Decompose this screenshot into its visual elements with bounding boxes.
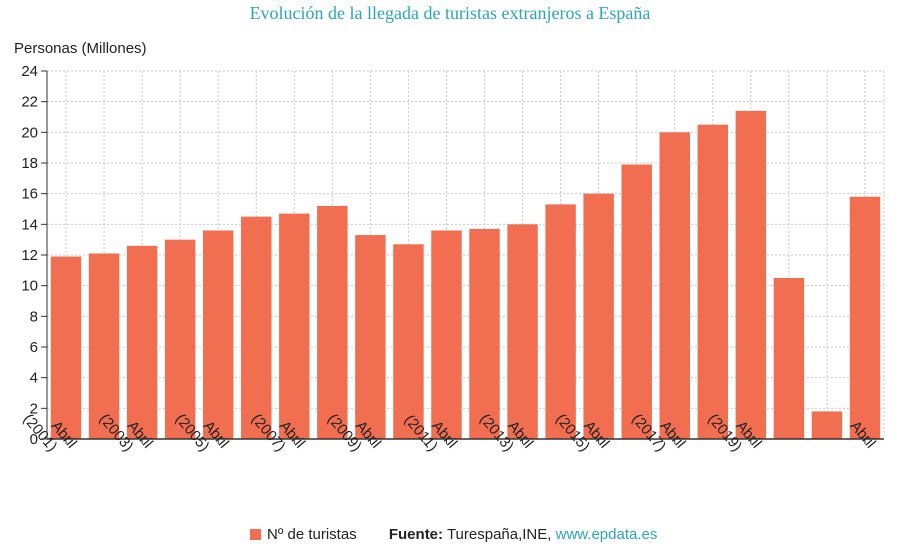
y-tick-label: 16 bbox=[21, 186, 38, 203]
bar[interactable] bbox=[697, 124, 729, 440]
y-tick-label: 22 bbox=[21, 94, 38, 111]
source-link[interactable]: www.epdata.es bbox=[555, 526, 658, 543]
bar[interactable] bbox=[393, 244, 424, 439]
bar[interactable] bbox=[849, 196, 881, 439]
chart-title: Evolución de la llegada de turistas extr… bbox=[249, 3, 651, 23]
bar[interactable] bbox=[88, 253, 120, 439]
bar[interactable] bbox=[621, 164, 652, 440]
source-text: Turespaña,INE, bbox=[446, 526, 552, 543]
bar[interactable] bbox=[241, 216, 272, 439]
bar[interactable] bbox=[659, 132, 690, 440]
y-tick-label: 12 bbox=[21, 247, 38, 264]
x-tick-label: Abril(2003) bbox=[96, 411, 156, 455]
source-label: Fuente: bbox=[388, 526, 444, 543]
bar[interactable] bbox=[773, 278, 805, 439]
bar[interactable] bbox=[469, 228, 500, 439]
legend-series-label: Nº de turistas bbox=[267, 526, 357, 543]
y-tick-label: 14 bbox=[21, 216, 38, 233]
bar[interactable] bbox=[355, 235, 386, 439]
y-tick-label: 24 bbox=[21, 63, 38, 80]
legend: Nº de turistas Fuente: Turespaña,INE, ww… bbox=[250, 526, 657, 543]
y-tick-label: 0 bbox=[30, 431, 38, 448]
bars bbox=[50, 110, 881, 440]
bar[interactable] bbox=[545, 204, 576, 439]
bar[interactable] bbox=[811, 411, 843, 439]
bar[interactable] bbox=[583, 193, 614, 439]
bar[interactable] bbox=[507, 224, 538, 439]
bar[interactable] bbox=[735, 110, 767, 439]
y-tick-label: 4 bbox=[30, 370, 38, 387]
y-tick-label: 2 bbox=[30, 400, 38, 417]
y-axis-label: Personas (Millones) bbox=[14, 40, 147, 57]
bar[interactable] bbox=[317, 205, 348, 439]
bar[interactable] bbox=[164, 239, 196, 439]
source-note: Fuente: Turespaña,INE, www.epdata.es bbox=[389, 526, 657, 543]
y-tick-label: 6 bbox=[30, 339, 38, 356]
bar[interactable] bbox=[202, 230, 234, 439]
y-tick-label: 8 bbox=[30, 308, 38, 325]
bar[interactable] bbox=[50, 256, 82, 439]
y-tick-label: 10 bbox=[21, 278, 38, 295]
bar[interactable] bbox=[431, 230, 462, 439]
y-tick-label: 18 bbox=[21, 155, 38, 172]
bar[interactable] bbox=[126, 245, 158, 439]
y-tick-label: 20 bbox=[21, 124, 38, 141]
bar[interactable] bbox=[279, 213, 310, 439]
legend-swatch bbox=[250, 529, 261, 540]
